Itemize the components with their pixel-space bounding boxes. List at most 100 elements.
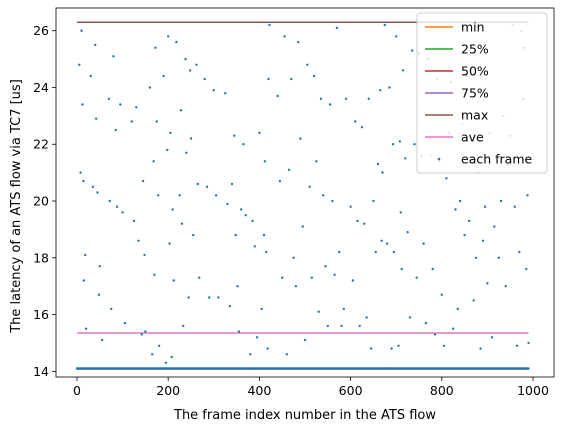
data-point [94,117,98,120]
data-point [171,208,174,211]
data-point [112,55,115,58]
data-point [331,199,334,203]
data-point [182,324,185,328]
x-tick-label: 0 [73,383,81,398]
data-point [255,336,259,339]
data-point [518,250,521,254]
x-tick-label: 800 [430,383,454,398]
data-point [379,89,382,92]
data-point [175,40,178,44]
data-point [189,137,193,140]
data-point [493,225,496,228]
data-point [294,285,298,288]
data-point [258,131,261,135]
data-point [312,74,316,78]
x-axis-label: The frame index number in the ATS flow [173,408,436,423]
data-point [236,285,239,288]
data-point [356,219,359,223]
data-point [351,279,355,282]
data-point [299,137,302,140]
legend: min 25% 50% 75% max ave each frame [416,12,548,174]
legend-label: each frame [461,152,532,167]
data-point [349,205,352,208]
legend-label: ave [461,130,484,145]
data-point [244,214,247,217]
data-point [354,120,357,123]
data-point [170,355,173,359]
data-point [96,191,99,194]
x-tick-label: 200 [156,383,180,398]
legend-item: each frame [437,152,532,167]
data-point [342,307,345,311]
data-point [143,253,146,257]
data-point [333,273,336,276]
data-point [130,120,133,123]
legend-item: max [425,108,488,123]
data-point [155,120,158,123]
data-point [290,77,293,81]
data-point [185,151,188,154]
data-point [214,194,218,197]
data-point [266,347,269,350]
data-point [234,233,237,237]
data-point [479,347,482,350]
data-point [192,233,195,237]
data-point [281,276,284,279]
y-tick-label: 20 [33,194,49,209]
data-point [328,103,332,106]
data-point [81,103,84,106]
legend-label: min [461,20,485,35]
data-point [442,344,446,347]
data-point [198,276,201,279]
data-point [115,205,119,208]
data-point [230,182,234,186]
data-point [317,310,320,313]
data-point [268,23,271,27]
legend-label: 25% [461,42,489,57]
data-point [344,97,348,101]
data-point [82,179,85,183]
data-point [380,239,383,242]
data-point [132,219,136,223]
x-tick-label: 400 [247,383,271,398]
data-point [97,293,101,296]
data-point [100,338,104,342]
data-point [224,92,227,95]
legend-swatch [437,157,441,161]
data-point [472,299,475,302]
data-point [84,327,88,330]
data-point [408,316,412,319]
data-point [82,279,86,282]
legend-item: 50% [425,64,489,79]
data-point [228,304,231,308]
legend-box [416,12,548,174]
data-point [319,97,323,101]
data-point [251,219,254,223]
data-point [110,307,113,311]
data-point [400,267,403,271]
data-point [367,97,370,101]
data-point [208,296,211,299]
data-point [468,219,471,223]
data-point [84,253,87,257]
data-point [422,242,425,245]
data-point [483,205,487,208]
data-point [385,242,389,245]
data-point [388,86,391,89]
data-point [310,276,313,279]
data-point [167,35,170,38]
data-point [338,250,341,254]
y-tick-label: 22 [33,137,49,152]
data-point [322,194,325,197]
data-point [154,46,157,49]
x-tick-label: 1000 [517,383,549,398]
data-point [297,40,300,44]
data-point [440,293,443,296]
data-point [513,205,516,208]
axes-layer: 0 200 400 600 800 1000 14 16 18 20 22 24 26 [33,7,555,398]
data-point [292,256,295,259]
data-point [358,324,361,328]
data-point [381,171,384,174]
data-point [391,143,395,146]
